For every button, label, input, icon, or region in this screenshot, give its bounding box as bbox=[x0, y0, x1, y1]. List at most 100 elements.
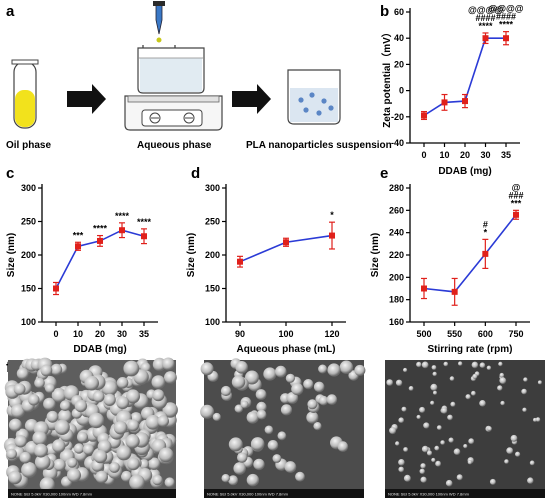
data-point bbox=[441, 99, 448, 106]
nanoparticle bbox=[441, 407, 448, 414]
nanoparticle bbox=[245, 370, 259, 385]
y-tick-label: 60 bbox=[394, 7, 404, 17]
nanoparticle bbox=[426, 450, 433, 456]
nanoparticle bbox=[32, 430, 47, 446]
y-tick-label: 150 bbox=[205, 284, 220, 294]
nanoparticle bbox=[40, 364, 53, 377]
sem-images: NONE SEI 5.0kV X30,000 100nm WD 7.8mm NON… bbox=[3, 357, 545, 498]
nanoparticle bbox=[34, 454, 51, 470]
nanoparticle bbox=[432, 371, 437, 377]
nanoparticle bbox=[164, 477, 175, 488]
nanoparticle bbox=[395, 441, 400, 446]
nanoparticle bbox=[408, 386, 414, 391]
nanoparticle bbox=[116, 445, 132, 461]
y-tick-label: 260 bbox=[389, 205, 404, 215]
nanoparticle bbox=[8, 418, 22, 432]
nanoparticle bbox=[6, 448, 17, 460]
nanoparticle bbox=[535, 417, 541, 422]
nanoparticle bbox=[95, 470, 108, 484]
nanoparticle bbox=[77, 431, 88, 443]
y-tick-label: 220 bbox=[389, 250, 404, 260]
data-point bbox=[141, 233, 147, 240]
nanoparticle bbox=[228, 475, 239, 486]
data-point bbox=[421, 285, 427, 292]
nanoparticle bbox=[200, 362, 214, 376]
data-point bbox=[329, 232, 335, 239]
nanoparticle bbox=[416, 414, 421, 420]
pipette-icon bbox=[155, 3, 163, 35]
data-point bbox=[97, 237, 103, 244]
nanoparticle bbox=[67, 468, 81, 483]
y-tick-label: 300 bbox=[205, 183, 220, 193]
nanoparticle bbox=[256, 401, 267, 413]
nanoparticle bbox=[74, 399, 88, 413]
nanoparticle bbox=[440, 440, 445, 445]
nanoparticle bbox=[510, 434, 518, 442]
nanoparticle bbox=[46, 410, 59, 423]
oil-liquid bbox=[15, 90, 35, 127]
nanoparticle bbox=[84, 375, 99, 391]
nanoparticle bbox=[522, 407, 527, 412]
y-tick-label: 280 bbox=[389, 183, 404, 193]
series-line bbox=[423, 214, 517, 293]
nanoparticle bbox=[246, 473, 260, 487]
y-tick-label: 150 bbox=[21, 284, 36, 294]
nanoparticle bbox=[318, 395, 329, 406]
nanoparticle bbox=[326, 394, 338, 405]
nanoparticle bbox=[500, 400, 505, 406]
nanoparticle bbox=[88, 412, 105, 429]
nanoparticle bbox=[250, 437, 265, 451]
x-tick-label: 90 bbox=[235, 329, 245, 339]
x-tick-label: 750 bbox=[508, 329, 523, 339]
nanoparticle bbox=[458, 361, 463, 366]
nanoparticle bbox=[527, 477, 534, 484]
nanoparticle bbox=[82, 443, 95, 455]
panel-letter-e: e bbox=[380, 165, 388, 182]
nanoparticle bbox=[467, 460, 473, 465]
nanoparticle bbox=[52, 439, 66, 453]
nanoparticle bbox=[151, 375, 166, 389]
nanoparticle bbox=[109, 462, 120, 473]
significance-label: # bbox=[483, 219, 488, 229]
significance-label: **** bbox=[478, 21, 493, 31]
nanoparticle bbox=[28, 394, 40, 406]
nanoparticle bbox=[313, 381, 325, 393]
nanoparticle bbox=[497, 385, 503, 391]
nanoparticle bbox=[403, 367, 408, 373]
nanoparticle bbox=[537, 380, 542, 385]
nanoparticle bbox=[233, 462, 246, 475]
nanoparticle bbox=[164, 371, 177, 384]
nanoparticle bbox=[420, 476, 427, 483]
chart-c-size-ddab: c 100 150 200 250 300 0 10 20 30 35 DDAB (mg) Size (… bbox=[6, 165, 158, 355]
nanoparticle bbox=[433, 390, 437, 395]
nanoparticle bbox=[14, 435, 27, 448]
data-point bbox=[513, 211, 519, 218]
nanoparticle bbox=[307, 399, 318, 410]
nanoparticle bbox=[506, 447, 514, 454]
sem-background bbox=[385, 360, 545, 498]
x-tick-label: 600 bbox=[478, 329, 493, 339]
panel-a: a Oil phase Aqueous phase bbox=[6, 1, 392, 151]
nanoparticle bbox=[450, 401, 456, 407]
nanoparticle bbox=[34, 377, 45, 389]
nanoparticle bbox=[125, 434, 140, 449]
nanoparticle bbox=[434, 445, 440, 451]
sem-image: NONE SEI 5.0kV X30,000 100nm WD 7.8mm bbox=[3, 357, 178, 498]
nanoparticle bbox=[16, 367, 29, 380]
nanoparticle bbox=[92, 390, 105, 403]
nanoparticle bbox=[277, 431, 287, 441]
nanoparticle bbox=[318, 364, 328, 374]
nanoparticle bbox=[398, 459, 405, 466]
nanoparticle bbox=[157, 415, 169, 427]
nanoparticle bbox=[499, 372, 505, 378]
nanoparticle bbox=[416, 361, 422, 368]
suspension-beaker bbox=[287, 69, 341, 125]
nanoparticle bbox=[54, 419, 70, 435]
panel-letter-d: d bbox=[191, 165, 200, 182]
oil-test-tube bbox=[11, 59, 39, 129]
nanoparticle bbox=[234, 404, 243, 413]
nanoparticle bbox=[263, 367, 277, 381]
nanoparticle bbox=[267, 440, 279, 451]
nanoparticle bbox=[449, 376, 455, 381]
